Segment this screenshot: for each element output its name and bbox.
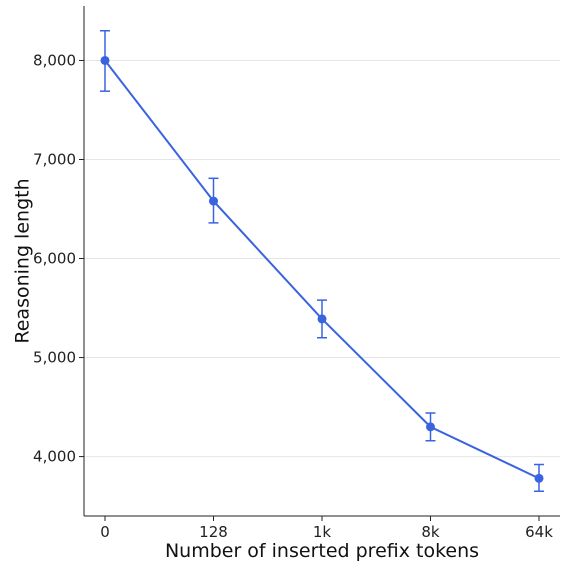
gridlines bbox=[84, 59, 560, 458]
y-ticks: 4,000 5,000 6,000 7,000 8,000 bbox=[33, 51, 84, 466]
x-ticks: 0 128 1k 8k 64k bbox=[100, 516, 553, 541]
y-tick-label: 4,000 bbox=[33, 448, 76, 466]
y-tick-label: 6,000 bbox=[33, 250, 76, 268]
data-point bbox=[317, 314, 327, 324]
x-tick-label: 64k bbox=[525, 523, 553, 541]
x-tick-label: 1k bbox=[313, 523, 332, 541]
y-tick-label: 8,000 bbox=[33, 51, 76, 69]
x-tick-label: 0 bbox=[100, 523, 110, 541]
axes bbox=[83, 6, 560, 517]
x-tick-label: 128 bbox=[199, 523, 228, 541]
y-tick-label: 7,000 bbox=[33, 150, 76, 168]
x-tick-label: 8k bbox=[421, 523, 440, 541]
data-point bbox=[100, 55, 110, 65]
y-tick-label: 5,000 bbox=[33, 349, 76, 367]
series-line bbox=[104, 59, 540, 480]
data-point bbox=[209, 196, 218, 206]
y-axis-label: Reasoning length bbox=[12, 178, 34, 343]
x-axis-label: Number of inserted prefix tokens bbox=[165, 540, 479, 562]
data-point bbox=[426, 422, 435, 432]
data-point bbox=[534, 473, 544, 483]
series-group bbox=[100, 30, 544, 492]
